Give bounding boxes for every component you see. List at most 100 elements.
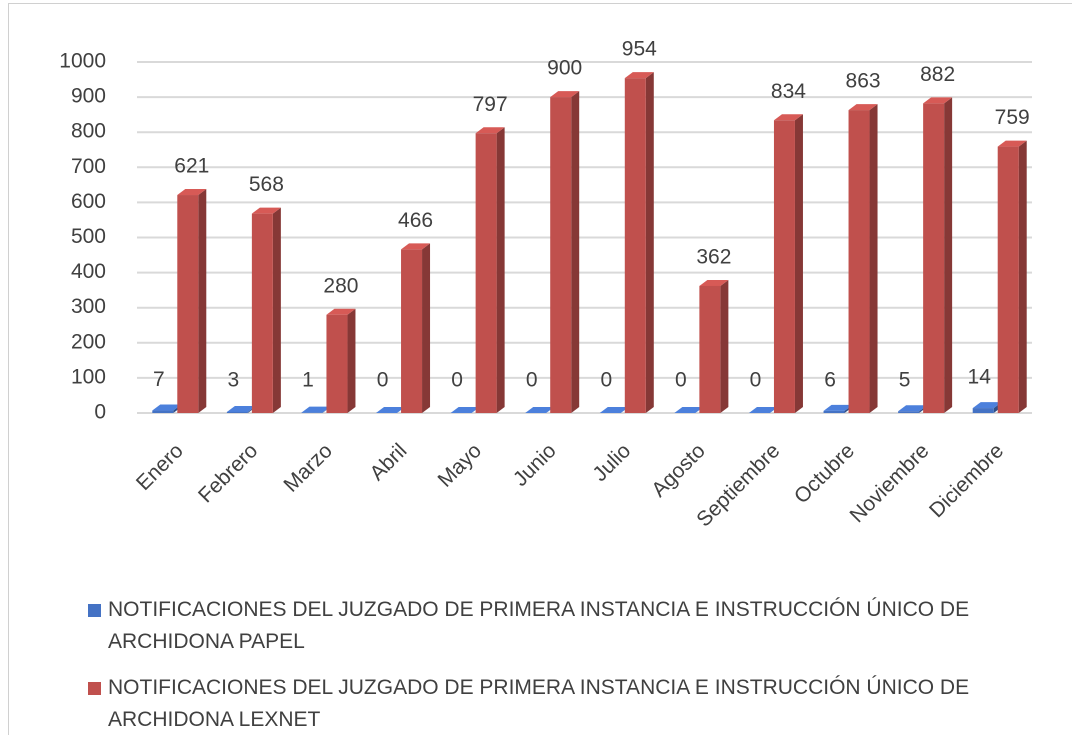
y-tick-label: 0 bbox=[94, 401, 106, 424]
bar-top bbox=[475, 127, 505, 134]
x-tick-label: Junio bbox=[509, 439, 561, 491]
y-tick-label: 900 bbox=[71, 85, 106, 108]
bar-side bbox=[496, 127, 505, 414]
bar bbox=[326, 314, 348, 413]
bar-top bbox=[699, 279, 729, 286]
bar-top bbox=[177, 189, 207, 196]
value-label: 14 bbox=[968, 366, 992, 389]
y-tick-label: 200 bbox=[71, 330, 106, 353]
bar bbox=[997, 146, 1019, 413]
bar bbox=[823, 410, 845, 413]
bar-side bbox=[794, 114, 803, 414]
value-label: 954 bbox=[622, 38, 657, 61]
value-label: 6 bbox=[824, 368, 836, 391]
bar-top bbox=[823, 404, 853, 411]
bar-top bbox=[674, 407, 704, 413]
value-label: 0 bbox=[377, 369, 389, 392]
bar-side bbox=[869, 104, 878, 413]
bar bbox=[475, 133, 497, 414]
value-label: 0 bbox=[451, 369, 463, 392]
legend-entry: NOTIFICACIONES DEL JUZGADO DE PRIMERA IN… bbox=[88, 594, 1038, 658]
x-tick-label: Julio bbox=[588, 439, 635, 486]
bar bbox=[177, 195, 199, 413]
legend-label: NOTIFICACIONES DEL JUZGADO DE PRIMERA IN… bbox=[108, 676, 970, 731]
y-tick-label: 500 bbox=[71, 225, 106, 248]
value-label: 568 bbox=[249, 173, 284, 196]
value-label: 797 bbox=[473, 93, 508, 116]
value-label: 1 bbox=[302, 369, 314, 392]
x-tick-label: Octubre bbox=[790, 439, 859, 508]
bar-side bbox=[347, 308, 356, 413]
y-tick-label: 800 bbox=[71, 120, 106, 143]
x-tick-label: Febrero bbox=[194, 439, 262, 507]
value-label: 0 bbox=[600, 369, 612, 392]
bar-side bbox=[571, 91, 580, 413]
bar bbox=[226, 411, 248, 413]
bar-side bbox=[1018, 140, 1027, 413]
bar-top bbox=[251, 207, 281, 214]
bar-top bbox=[599, 407, 629, 413]
bar bbox=[401, 249, 423, 413]
bar-top bbox=[748, 407, 778, 413]
bar bbox=[699, 285, 721, 413]
bar-side bbox=[272, 207, 281, 413]
y-tick-label: 400 bbox=[71, 260, 106, 283]
bar-side bbox=[198, 189, 207, 413]
value-label: 0 bbox=[526, 369, 538, 392]
value-label: 621 bbox=[174, 155, 209, 178]
bar bbox=[550, 97, 572, 413]
value-label: 834 bbox=[771, 80, 806, 103]
value-label: 0 bbox=[675, 369, 687, 392]
bar-top bbox=[848, 104, 878, 111]
frame bbox=[8, 3, 1072, 735]
legend-swatch bbox=[88, 682, 101, 695]
legend-entry: NOTIFICACIONES DEL JUZGADO DE PRIMERA IN… bbox=[88, 672, 1038, 735]
x-tick-label: Mayo bbox=[434, 439, 487, 492]
bar-side bbox=[944, 97, 953, 413]
x-tick-label: Enero bbox=[132, 439, 188, 495]
bar-top bbox=[550, 91, 580, 98]
bar-top bbox=[898, 405, 928, 412]
value-label: 882 bbox=[920, 63, 955, 86]
bar bbox=[898, 411, 920, 413]
y-tick-label: 700 bbox=[71, 155, 106, 178]
value-label: 3 bbox=[228, 369, 240, 392]
value-label: 759 bbox=[995, 106, 1030, 129]
legend: NOTIFICACIONES DEL JUZGADO DE PRIMERA IN… bbox=[88, 594, 1038, 735]
bar-top bbox=[152, 404, 182, 411]
bar bbox=[848, 110, 870, 413]
bar-top bbox=[401, 243, 431, 250]
bar bbox=[972, 408, 994, 413]
bar bbox=[923, 103, 945, 413]
x-tick-label: Abril bbox=[366, 439, 412, 485]
value-label: 466 bbox=[398, 209, 433, 232]
value-label: 863 bbox=[846, 70, 881, 93]
x-tick-label: Diciembre bbox=[925, 439, 1008, 522]
bar-top bbox=[376, 407, 406, 413]
y-tick-label: 100 bbox=[71, 365, 106, 388]
value-label: 0 bbox=[750, 369, 762, 392]
bar bbox=[624, 78, 646, 414]
bar-top bbox=[972, 402, 1002, 409]
bar-top bbox=[997, 140, 1027, 147]
bar-side bbox=[422, 243, 431, 413]
x-tick-label: Marzo bbox=[279, 439, 337, 497]
value-label: 7 bbox=[153, 368, 165, 391]
bar-top bbox=[450, 407, 480, 413]
value-label: 362 bbox=[696, 245, 731, 268]
bar-top bbox=[226, 405, 256, 412]
legend-swatch bbox=[88, 604, 101, 617]
value-label: 5 bbox=[899, 369, 911, 392]
x-tick-label: Agosto bbox=[647, 439, 710, 502]
bar bbox=[773, 120, 795, 414]
legend-label: NOTIFICACIONES DEL JUZGADO DE PRIMERA IN… bbox=[108, 598, 970, 653]
bar-side bbox=[645, 72, 654, 414]
bar bbox=[251, 213, 273, 413]
bar-side bbox=[720, 279, 729, 413]
y-tick-label: 1000 bbox=[59, 50, 106, 73]
bar-top bbox=[301, 406, 331, 413]
bar-top bbox=[525, 407, 555, 413]
bar-top bbox=[624, 72, 654, 79]
bar-top bbox=[326, 308, 356, 315]
